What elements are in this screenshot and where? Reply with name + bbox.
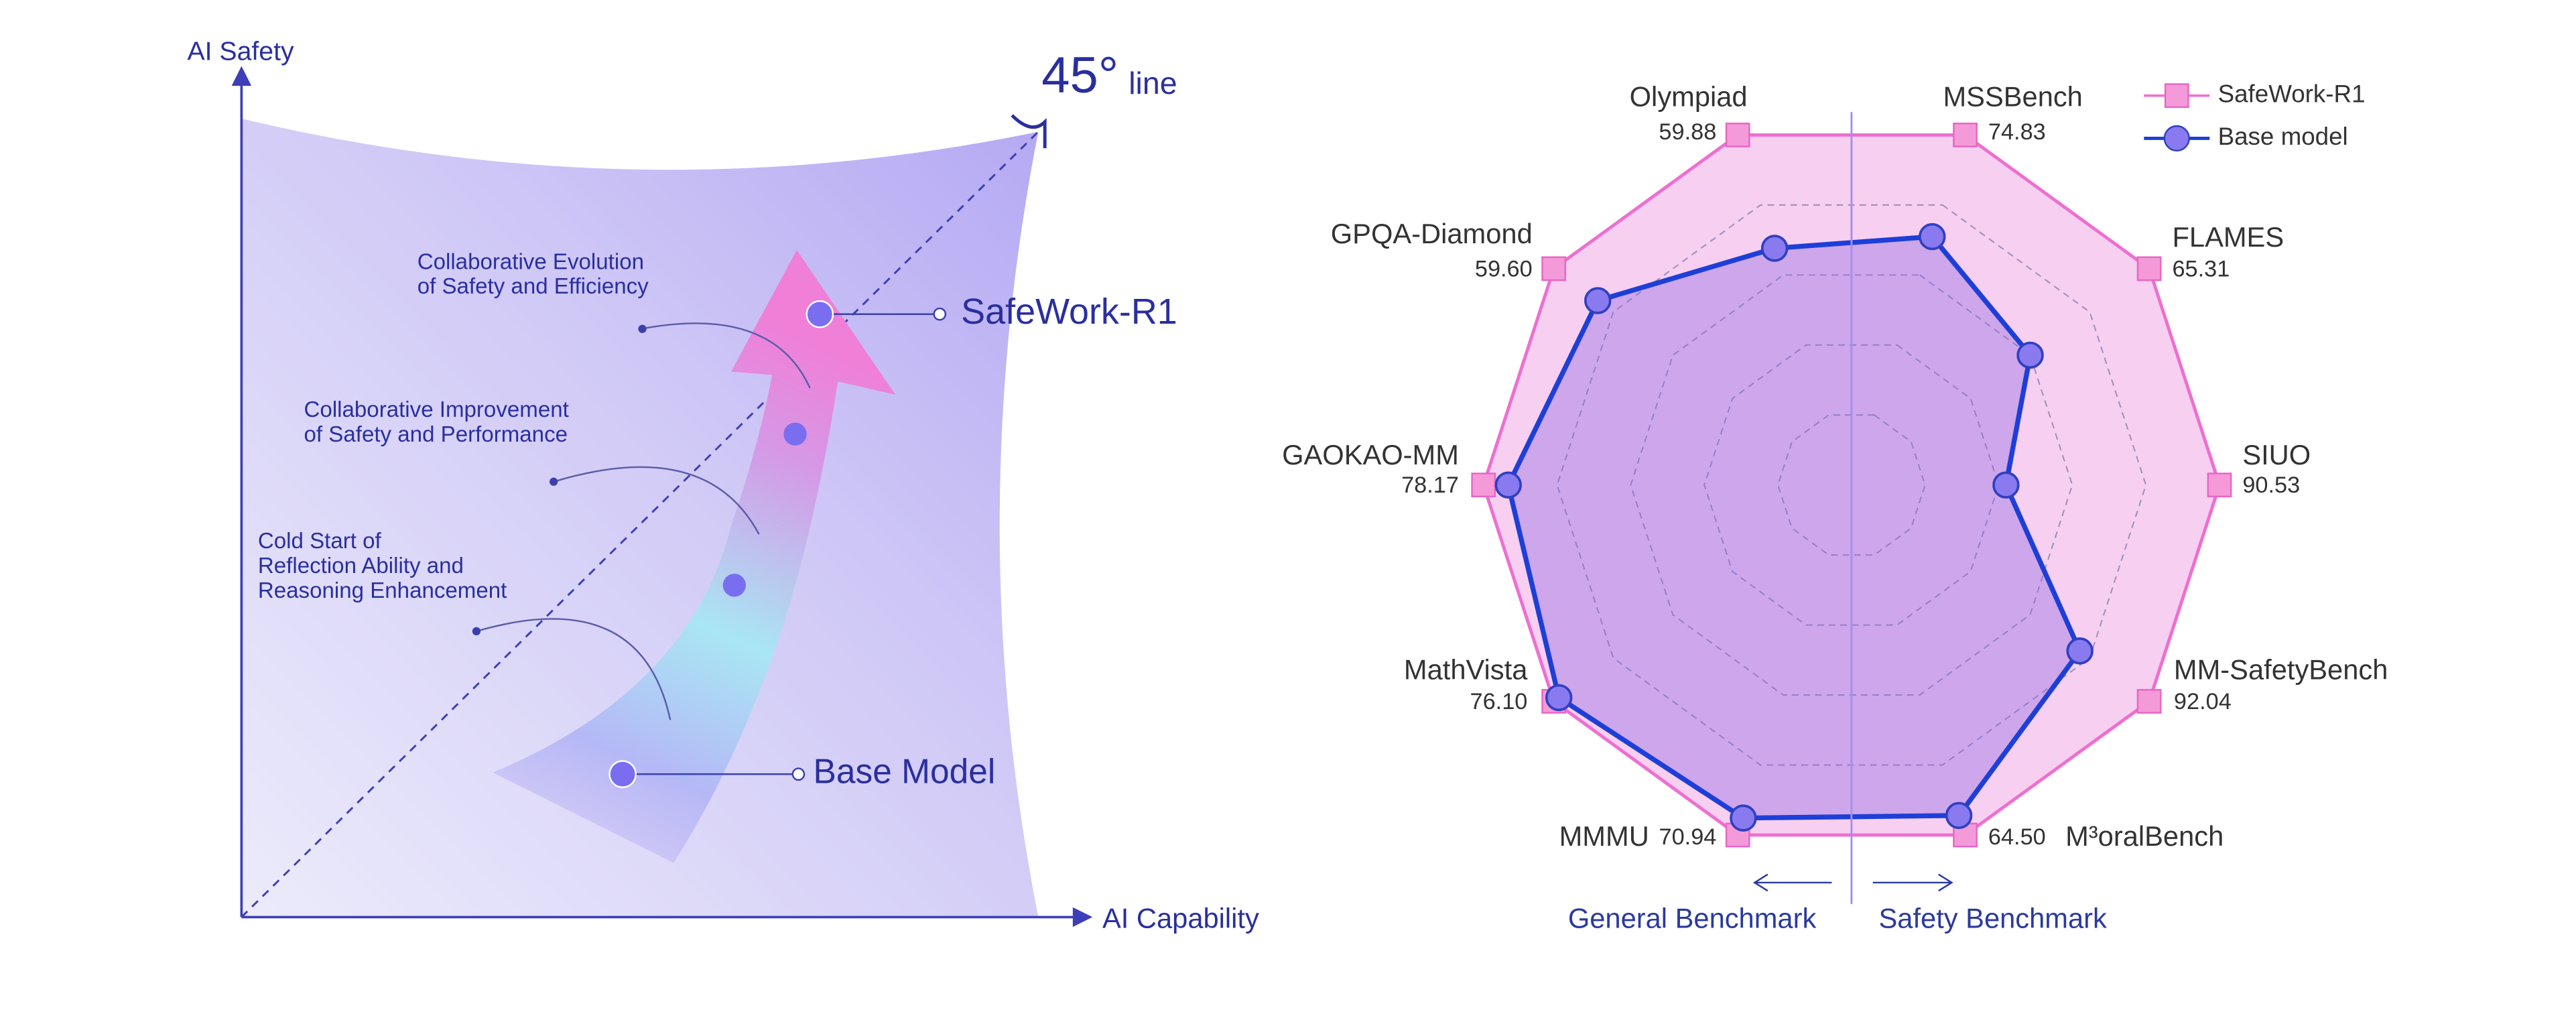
stage-label: Collaborative Evolution <box>417 249 644 274</box>
value-label: 92.04 <box>2174 689 2232 714</box>
legend-label: SafeWork-R1 <box>2218 80 2366 107</box>
stage-point <box>722 574 746 597</box>
base-model-label: Base Model <box>814 752 996 791</box>
concept-diagram: AI Safety AI Capability 45° line SafeWor… <box>187 36 1259 934</box>
stage-dot <box>472 627 481 635</box>
line-label: line <box>1129 66 1177 101</box>
connector-end <box>791 767 806 781</box>
marker-circle <box>1919 223 1946 251</box>
value-label: 64.50 <box>1988 824 2046 850</box>
axis-label: MMMU <box>1559 820 1649 852</box>
axis-label: M³oralBench <box>2065 820 2224 852</box>
degree-label: 45° <box>1041 47 1118 104</box>
legend-marker <box>2164 83 2189 109</box>
top-model-point <box>806 300 834 328</box>
legend-marker <box>2163 125 2190 152</box>
axis-label: MM-SafetyBench <box>2174 653 2388 685</box>
top-model-label: SafeWork-R1 <box>961 292 1177 332</box>
marker-circle <box>1992 471 2020 499</box>
legend-label: Base model <box>2218 123 2348 150</box>
axis-label: SIUO <box>2242 439 2311 470</box>
marker-circle <box>1945 802 1973 830</box>
stage-label: Collaborative Improvement <box>304 397 569 422</box>
axis-label: GPQA-Diamond <box>1331 218 1533 249</box>
axis-label: MathVista <box>1404 653 1528 685</box>
progress-arrow <box>493 250 896 863</box>
marker-square <box>1471 472 1496 498</box>
value-label: 59.60 <box>1475 256 1533 281</box>
direction-arrow <box>1872 873 1953 892</box>
angle-mark <box>1011 114 1047 149</box>
y-arrow <box>231 66 252 86</box>
marker-circle <box>2016 341 2044 369</box>
grid-ring <box>1703 344 2000 626</box>
stage-label: Reflection Ability and <box>258 554 464 578</box>
stage-dot <box>638 324 647 333</box>
stage-point <box>783 422 807 446</box>
marker-square <box>2136 256 2162 281</box>
stage-label: Reasoning Enhancement <box>258 578 507 603</box>
value-label: 74.83 <box>1988 119 2046 145</box>
axis-label: MSSBench <box>1943 80 2082 112</box>
marker-circle <box>1584 287 1612 314</box>
stage-dot <box>550 477 558 486</box>
diagonal-line <box>241 131 1039 918</box>
marker-square <box>1725 123 1750 147</box>
direction-arrow <box>1752 873 1832 892</box>
grid-ring <box>1556 204 2147 766</box>
axis-label: Olympiad <box>1630 80 1748 112</box>
marker-circle <box>1545 684 1573 712</box>
base-model-point <box>608 760 637 788</box>
marker-circle <box>1730 804 1757 832</box>
direction-label: General Benchmark <box>1568 902 1817 934</box>
stage-arc <box>640 322 811 389</box>
direction-label: Safety Benchmark <box>1879 902 2108 934</box>
x-axis-label: AI Capability <box>1102 902 1259 934</box>
y-axis-label: AI Safety <box>187 36 294 66</box>
axis-label: GAOKAO-MM <box>1282 439 1459 470</box>
value-label: 76.10 <box>1470 689 1528 714</box>
value-label: 59.88 <box>1659 119 1716 145</box>
axis-label: FLAMES <box>2172 221 2284 253</box>
stage-arc <box>476 618 671 720</box>
marker-square <box>1953 123 1978 147</box>
stage-label: of Safety and Efficiency <box>417 274 649 299</box>
marker-square <box>2136 689 2162 714</box>
connector-end <box>933 307 947 321</box>
marker-square <box>1541 256 1566 281</box>
marker-circle <box>2066 637 2094 665</box>
stage-arc <box>553 466 760 535</box>
value-label: 78.17 <box>1401 472 1459 498</box>
value-label: 65.31 <box>2172 256 2230 281</box>
marker-circle <box>1494 471 1522 499</box>
value-label: 90.53 <box>2242 472 2300 498</box>
marker-square <box>2207 472 2232 498</box>
grid-ring <box>1630 274 2073 696</box>
x-arrow <box>1072 907 1093 928</box>
stage-label: Cold Start of <box>258 529 382 554</box>
marker-circle <box>1760 235 1789 262</box>
value-label: 70.94 <box>1659 824 1717 850</box>
stage-label: of Safety and Performance <box>304 422 568 447</box>
